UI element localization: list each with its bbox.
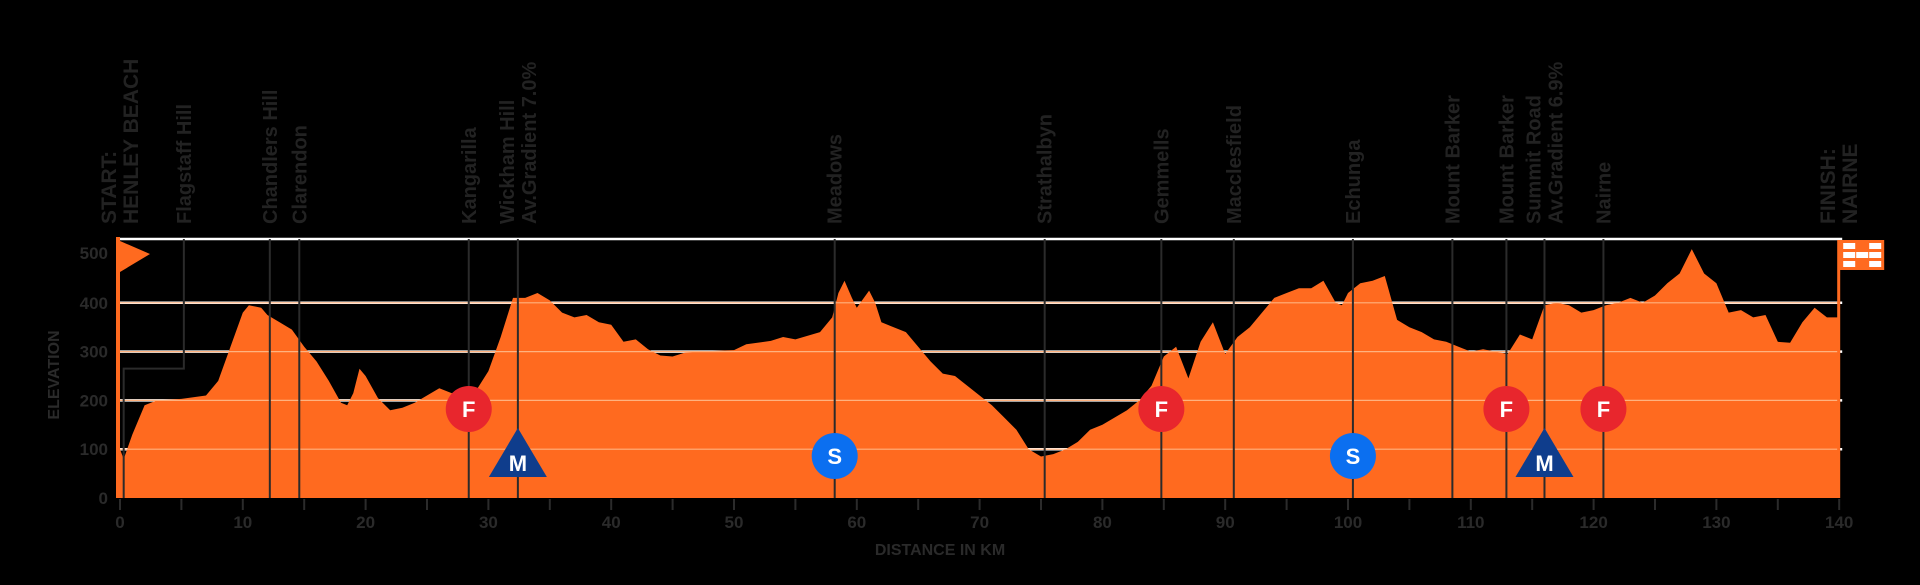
- x-tick-label: 10: [233, 513, 252, 532]
- mountain-climb-marker: M: [1515, 428, 1574, 477]
- svg-text:M: M: [509, 451, 527, 476]
- y-tick-label: 300: [80, 343, 108, 362]
- waypoint-label: HENLEY BEACH: [120, 59, 143, 224]
- sprint-and-climb-markers: F M S F S F M F: [445, 386, 1627, 479]
- feed-zone-marker: F: [1138, 386, 1185, 432]
- waypoint-label: Chandlers Hill: [260, 90, 282, 224]
- waypoint-labels: START: HENLEY BEACH Flagstaff Hill Chandler…: [98, 59, 1862, 224]
- y-tick-label: 200: [80, 391, 108, 410]
- waypoint-label: Gemmells: [1151, 128, 1173, 224]
- x-tick-label: 140: [1825, 513, 1853, 532]
- y-tick-label: 400: [80, 294, 108, 313]
- x-tick-label: 120: [1579, 513, 1607, 532]
- x-tick-label: 90: [1216, 513, 1235, 532]
- x-tick-label: 70: [970, 513, 989, 532]
- sprint-marker: S: [1329, 433, 1376, 479]
- mountain-climb-marker: M: [488, 428, 547, 477]
- x-tick-label: 0: [115, 513, 124, 532]
- waypoint-label: Summit Road: [1523, 95, 1545, 224]
- waypoint-label: Kangarilla: [459, 126, 481, 224]
- waypoint-label: Mount Barker: [1496, 95, 1518, 224]
- x-tick-label: 100: [1334, 513, 1362, 532]
- feed-zone-marker: F: [1483, 386, 1530, 432]
- waypoint-label: FINISH:: [1817, 148, 1840, 224]
- finish-flag-icon: [1837, 240, 1885, 498]
- svg-text:S: S: [1346, 444, 1361, 469]
- waypoint-label: Echunga: [1343, 139, 1365, 224]
- x-tick-label: 110: [1457, 513, 1484, 532]
- start-flag-icon: [116, 237, 150, 498]
- x-tick-label: 20: [356, 513, 375, 532]
- feed-zone-marker: F: [445, 386, 492, 432]
- waypoint-label: Av.Gradient 7.0%: [519, 62, 541, 224]
- x-tick-label: 50: [725, 513, 744, 532]
- svg-text:F: F: [462, 397, 475, 422]
- waypoint-label: Macclesfield: [1224, 105, 1246, 224]
- waypoint-label: NAIRNE: [1839, 143, 1862, 224]
- flagstaff-hill-bracket: [122, 239, 185, 498]
- waypoint-label: Mount Barker: [1442, 95, 1464, 224]
- x-tick-label: 130: [1702, 513, 1730, 532]
- x-axis-ticks: 0 10 20 30 40 50 60 70 80 90 100 110 120 130 140: [115, 499, 1853, 532]
- y-tick-label: 0: [99, 489, 108, 508]
- x-tick-label: 60: [847, 513, 866, 532]
- svg-text:F: F: [1155, 397, 1168, 422]
- x-tick-label: 40: [602, 513, 621, 532]
- x-axis-title: DISTANCE IN KM: [875, 542, 1005, 559]
- waypoint-label: Nairne: [1593, 162, 1615, 224]
- svg-text:S: S: [827, 444, 842, 469]
- waypoint-label: Av.Gradient 6.9%: [1545, 62, 1567, 224]
- y-axis-title: ELEVATION: [46, 330, 63, 419]
- waypoint-label: Strathalbyn: [1035, 114, 1057, 224]
- waypoint-label: Flagstaff Hill: [174, 104, 196, 224]
- svg-text:F: F: [1597, 397, 1610, 422]
- y-tick-label: 100: [80, 440, 108, 459]
- waypoint-label: Meadows: [825, 134, 847, 224]
- waypoint-label: Wickham Hill: [497, 100, 519, 224]
- waypoint-label: Clarendon: [289, 125, 311, 224]
- sprint-marker: S: [811, 433, 858, 479]
- y-tick-label: 500: [80, 244, 108, 263]
- waypoint-label: START:: [98, 151, 121, 224]
- elevation-area: [120, 249, 1840, 498]
- svg-text:M: M: [1535, 451, 1553, 476]
- x-tick-label: 30: [479, 513, 498, 532]
- feed-zone-marker: F: [1580, 386, 1627, 432]
- svg-text:F: F: [1500, 397, 1513, 422]
- x-tick-label: 80: [1093, 513, 1112, 532]
- y-axis-ticks: 0 100 200 300 400 500: [80, 244, 108, 508]
